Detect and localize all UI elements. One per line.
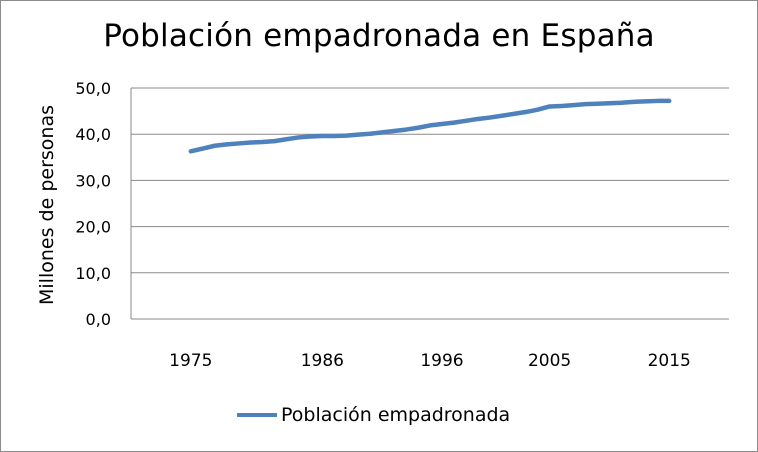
data-point xyxy=(296,135,301,140)
x-tick-label: 2015 xyxy=(648,351,691,371)
data-point xyxy=(272,139,277,143)
x-tick-label: 1996 xyxy=(420,351,463,371)
data-point xyxy=(416,126,420,130)
y-tick-label: 30,0 xyxy=(75,171,111,190)
y-tick-label: 10,0 xyxy=(75,264,111,283)
data-point xyxy=(548,104,552,109)
data-point xyxy=(284,137,289,141)
data-point xyxy=(356,133,360,137)
data-point xyxy=(583,102,588,106)
data-point xyxy=(392,129,396,133)
series-group xyxy=(188,98,672,154)
chart-title: Población empadronada en España xyxy=(103,18,655,54)
data-point xyxy=(476,117,480,121)
x-tick-label: 1986 xyxy=(301,351,344,371)
legend-swatch xyxy=(237,413,277,417)
x-tick-label: 2005 xyxy=(528,351,571,371)
gridlines xyxy=(130,87,729,320)
data-point xyxy=(655,99,659,103)
data-point xyxy=(428,123,432,128)
data-point xyxy=(380,130,384,134)
legend-label: Población empadronada xyxy=(281,404,511,426)
data-point xyxy=(344,133,348,138)
data-point xyxy=(237,141,241,146)
data-point xyxy=(213,144,217,148)
x-tick-labels: 1975 1986 1996 2005 2015 xyxy=(169,351,691,371)
data-point xyxy=(452,121,456,125)
data-point xyxy=(643,99,647,103)
data-point xyxy=(249,140,253,145)
legend: Población empadronada xyxy=(237,403,510,427)
data-point xyxy=(536,108,540,112)
data-point xyxy=(607,101,612,105)
data-point xyxy=(559,104,564,108)
data-point xyxy=(320,134,324,138)
y-tick-labels: 0,0 10,0 20,0 30,0 40,0 50,0 xyxy=(75,79,111,329)
data-point xyxy=(225,142,229,146)
data-point xyxy=(524,110,528,114)
data-point xyxy=(464,119,468,123)
data-point xyxy=(500,114,504,118)
data-point xyxy=(440,122,444,126)
x-tick-label: 1975 xyxy=(169,351,212,371)
y-tick-label: 0,0 xyxy=(86,310,111,329)
data-point xyxy=(332,134,336,138)
data-point xyxy=(201,146,205,151)
data-point xyxy=(667,99,671,103)
y-tick-label: 50,0 xyxy=(75,79,111,98)
data-point xyxy=(260,140,265,144)
data-point xyxy=(488,115,492,120)
data-point xyxy=(619,101,623,105)
data-point xyxy=(308,134,312,139)
data-point xyxy=(631,100,635,104)
data-point xyxy=(512,112,516,116)
data-point xyxy=(571,103,576,107)
data-point xyxy=(368,132,372,136)
y-tick-label: 40,0 xyxy=(75,125,111,144)
data-point xyxy=(189,149,193,153)
data-point xyxy=(404,127,408,132)
data-point xyxy=(595,102,600,106)
y-tick-label: 20,0 xyxy=(75,218,111,237)
